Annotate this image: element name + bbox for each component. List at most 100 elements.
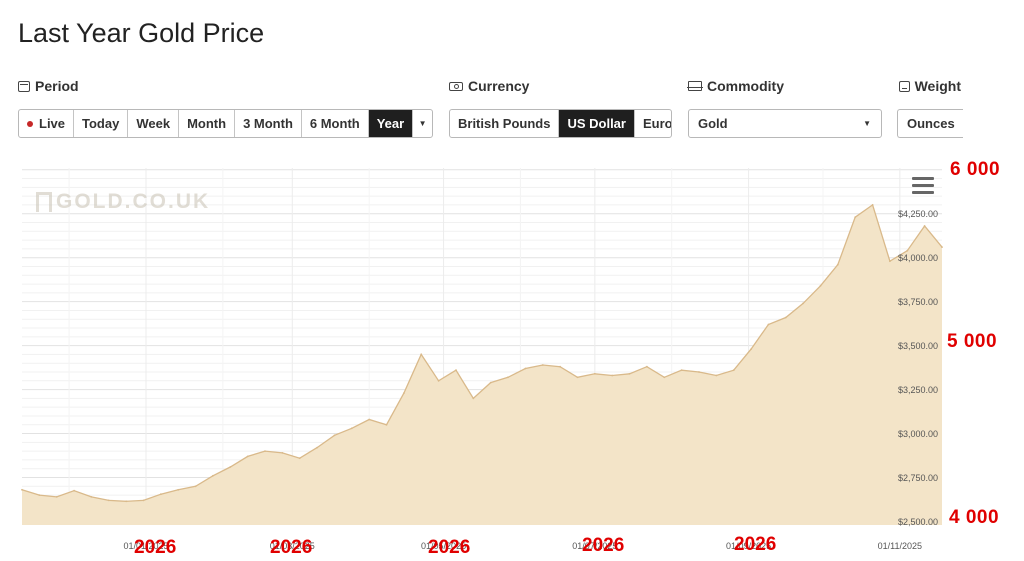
y-tick-label: $4,250.00 [898, 209, 938, 219]
price-point [941, 246, 943, 249]
price-point [923, 225, 926, 227]
price-point [350, 427, 353, 430]
period-selector: Live Today Week Month 3 Month 6 Month Ye… [18, 109, 433, 138]
price-point [420, 353, 423, 356]
period-more-dropdown[interactable]: ▼ [413, 110, 432, 137]
y-tick-label: $3,750.00 [898, 297, 938, 307]
weight-select[interactable]: Ounces [897, 109, 963, 138]
price-point [385, 423, 388, 426]
x-tick-label: 01/11/2025 [878, 541, 922, 551]
price-point [611, 374, 614, 377]
period-month-button[interactable]: Month [179, 110, 236, 137]
period-week-button[interactable]: Week [128, 110, 180, 137]
price-point [298, 457, 301, 460]
chevron-down-icon: ▼ [863, 119, 871, 128]
commodity-select[interactable]: Gold ▼ [688, 109, 882, 138]
price-point [663, 376, 666, 379]
price-point [750, 348, 752, 350]
price-point [836, 263, 839, 266]
price-point [680, 369, 683, 372]
price-point [489, 381, 492, 384]
y-tick-label: $2,750.00 [898, 473, 938, 483]
price-point [160, 493, 162, 496]
period-live-button[interactable]: Live [19, 110, 75, 137]
currency-selector: British Pounds US Dollar Euro [449, 109, 672, 138]
price-point [854, 216, 857, 219]
period-label-text: Period [35, 78, 79, 94]
price-point [55, 496, 58, 498]
period-year-button[interactable]: Year [368, 110, 414, 137]
overlay-label-6000: 6 000 [950, 159, 1001, 180]
scale-icon [899, 80, 910, 92]
currency-usd-button[interactable]: US Dollar [559, 110, 635, 137]
price-point [125, 500, 128, 503]
y-tick-label: $3,500.00 [898, 341, 938, 351]
y-tick-label: $3,000.00 [898, 429, 938, 439]
price-point [524, 367, 527, 370]
period-3-month-button[interactable]: 3 Month [235, 110, 302, 137]
period-live-label: Live [39, 116, 66, 131]
price-area [22, 204, 942, 525]
price-line [21, 203, 943, 502]
price-point [107, 499, 110, 502]
price-point [698, 371, 700, 373]
price-point [507, 376, 509, 379]
y-tick-label: $4,000.00 [898, 253, 938, 263]
gold-co-uk-logo: GOLD.CO.UK [36, 190, 210, 214]
price-point [177, 488, 180, 491]
price-point [333, 434, 336, 437]
price-point [906, 249, 909, 252]
overlay-label-4000: 4 000 [949, 507, 1000, 528]
gold-bar-icon [36, 192, 52, 212]
price-point [403, 392, 405, 394]
price-point [229, 466, 232, 468]
price-point [628, 372, 631, 375]
currency-eur-button[interactable]: Euro [642, 116, 672, 131]
price-point [541, 364, 544, 366]
period-label: Period [18, 78, 79, 94]
period-today-button[interactable]: Today [74, 110, 129, 137]
commodity-label-text: Commodity [707, 78, 784, 94]
chart-menu-icon[interactable] [912, 177, 934, 198]
price-point [246, 455, 249, 458]
overlay-year-3: 2026 [428, 537, 471, 558]
commodity-selected-value: Gold [698, 116, 728, 131]
overlay-year-2: 2026 [270, 537, 313, 558]
period-6-month-button[interactable]: 6 Month [302, 110, 369, 137]
overlay-label-5000: 5 000 [947, 331, 998, 352]
price-point [819, 284, 822, 287]
price-point [802, 302, 804, 305]
commodity-label: Commodity [687, 78, 784, 94]
price-point [472, 397, 475, 400]
price-point [767, 323, 770, 326]
live-dot-icon [27, 120, 33, 127]
currency-label: Currency [449, 78, 529, 94]
weight-label-text: Weight [914, 78, 961, 94]
x-tick-label: 01/05/2025 [421, 541, 466, 551]
chevron-down-icon: ▼ [418, 119, 427, 128]
weight-label: Weight [899, 78, 961, 94]
cash-icon [449, 81, 463, 91]
overlay-year-4: 2026 [582, 535, 625, 556]
price-point [281, 452, 284, 454]
bullion-icon [687, 81, 703, 91]
price-point [455, 369, 457, 372]
x-tick-label: 01/07/2025 [572, 541, 617, 551]
price-point [646, 365, 648, 368]
currency-gbp-button[interactable]: British Pounds [450, 110, 560, 137]
calendar-icon [18, 80, 30, 92]
price-point [593, 372, 596, 375]
price-point [732, 369, 735, 372]
price-point [437, 379, 440, 382]
x-tick-label: 01/09/2025 [726, 541, 771, 551]
price-point [21, 488, 23, 491]
page-title: Last Year Gold Price [18, 18, 265, 48]
price-point [38, 494, 41, 496]
x-tick-label: 01/01/2025 [123, 541, 168, 551]
price-point [316, 446, 318, 449]
price-point [784, 316, 787, 319]
price-point [576, 376, 579, 379]
price-point [559, 365, 561, 368]
price-point [264, 450, 266, 452]
